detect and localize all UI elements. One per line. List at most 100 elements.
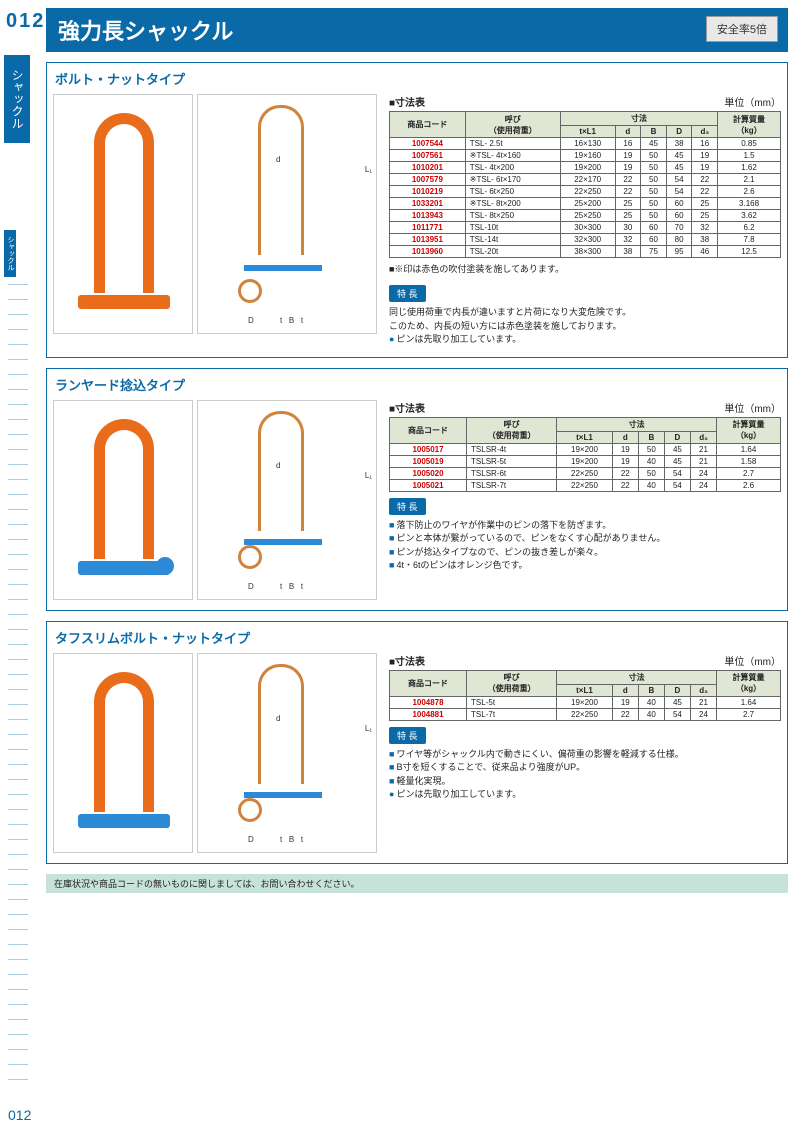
- cell-dim: 25: [692, 210, 718, 222]
- diagram-body: [258, 411, 304, 531]
- cell-dim: 21: [690, 696, 716, 708]
- cell-dim: 40: [638, 696, 664, 708]
- cell-dim: 25×250: [560, 210, 615, 222]
- product-photo: [53, 400, 193, 600]
- table-header-bar: ■寸法表単位（mm）: [389, 94, 781, 109]
- unit-label: 単位（mm）: [724, 653, 781, 668]
- th-name: 呼び （使用荷重）: [467, 670, 557, 696]
- spec-table: 商品コード呼び （使用荷重）寸法計算質量 （kg）t×L1dBDd₃100501…: [389, 417, 781, 492]
- th-sub: D: [664, 431, 690, 443]
- cell-dim: 40: [638, 708, 664, 720]
- cell-dim: 50: [641, 186, 667, 198]
- cell-dim: 54: [666, 186, 692, 198]
- cell-dim: 60: [641, 222, 667, 234]
- cell-weight: 1.64: [717, 443, 781, 455]
- th-sub: D: [664, 684, 690, 696]
- sidebar-ruler: [8, 270, 28, 1091]
- table-row: 1005020TSLSR-6t22×250225054242.7: [390, 467, 781, 479]
- th-code: 商品コード: [390, 112, 466, 138]
- product-photo: [53, 653, 193, 853]
- cell-code: 1013943: [390, 210, 466, 222]
- cell-name: TSL- 8t×250: [465, 210, 560, 222]
- section-title: ボルト・ナットタイプ: [53, 69, 781, 88]
- diagram-bottom: Dt B t: [238, 798, 322, 842]
- dim-label: D: [248, 316, 254, 325]
- table-row: 1011771TSL-10t30×300306070326.2: [390, 222, 781, 234]
- section-title: タフスリムボルト・ナットタイプ: [53, 628, 781, 647]
- table-row: 1010201TSL- 4t×20019×200195045191.62: [390, 162, 781, 174]
- section-title: ランヤード捻込タイプ: [53, 375, 781, 394]
- cell-dim: 50: [641, 150, 667, 162]
- cell-weight: 2.6: [717, 479, 781, 491]
- cell-dim: 19×200: [557, 455, 613, 467]
- diagram-ring-icon: [238, 545, 262, 569]
- cell-name: TSL-7t: [467, 708, 557, 720]
- cell-weight: 1.58: [717, 455, 781, 467]
- product-photo: [53, 94, 193, 334]
- cell-code: 1005017: [390, 443, 467, 455]
- cell-weight: 7.8: [718, 234, 781, 246]
- cell-weight: 1.64: [717, 696, 781, 708]
- cell-name: ※TSL- 4t×160: [465, 150, 560, 162]
- table-label: ■寸法表: [389, 653, 425, 668]
- product-section: タフスリムボルト・ナットタイプ L₁dDt B t ■寸法表 単位（mm） 商品コード呼…: [46, 621, 788, 864]
- table-row: 1007544TSL- 2.5t16×130164538160.85: [390, 138, 781, 150]
- cell-dim: 38: [692, 234, 718, 246]
- cell-weight: 3.168: [718, 198, 781, 210]
- table-row: 1007579※TSL- 6t×17022×170225054222.1: [390, 174, 781, 186]
- diagram-pin: [244, 265, 322, 271]
- shackle-body-icon: [94, 113, 154, 293]
- cell-dim: 50: [641, 162, 667, 174]
- th-sub: d₃: [690, 431, 716, 443]
- spec-area: ■寸法表単位（mm）商品コード呼び （使用荷重）寸法計算質量 （kg）t×L1d…: [389, 94, 781, 347]
- dimension-diagram: L₁dDt B t: [197, 653, 377, 853]
- dim-label: t B t: [280, 316, 303, 325]
- cell-dim: 19×200: [560, 162, 615, 174]
- product-images: L₁dDt B t: [53, 94, 383, 347]
- th-sub: t×L1: [560, 126, 615, 138]
- dim-label: d: [276, 461, 280, 470]
- th-sub: D: [666, 126, 692, 138]
- dim-label: t B t: [280, 582, 303, 591]
- unit-label: 単位（mm）: [724, 94, 781, 109]
- dim-label: D: [248, 835, 254, 844]
- cell-dim: 32: [615, 234, 641, 246]
- cell-dim: 54: [666, 174, 692, 186]
- diagram-ring-icon: [238, 279, 262, 303]
- diagram-body: [258, 664, 304, 784]
- cell-dim: 50: [638, 467, 664, 479]
- cell-code: 1010201: [390, 162, 466, 174]
- product-images: L₁dDt B t: [53, 653, 383, 853]
- cell-name: TSLSR-4t: [467, 443, 557, 455]
- th-sub: d₃: [692, 126, 718, 138]
- shackle-body-icon: [94, 672, 154, 812]
- unit-label: 単位（mm）: [724, 400, 781, 415]
- spec-table: 商品コード呼び （使用荷重）寸法計算質量 （kg）t×L1dBDd₃100487…: [389, 670, 781, 721]
- cell-code: 1004881: [390, 708, 467, 720]
- cell-dim: 22×250: [557, 467, 613, 479]
- cell-dim: 16: [692, 138, 718, 150]
- cell-dim: 45: [641, 138, 667, 150]
- th-sub: d: [612, 684, 638, 696]
- cell-dim: 25: [615, 210, 641, 222]
- feature-item: B寸を短くすることで、従来品より強度がUP。: [389, 761, 781, 775]
- th-code: 商品コード: [390, 417, 467, 443]
- cell-dim: 22: [615, 186, 641, 198]
- feature-item: ピンと本体が繋がっているので、ピンをなくす心配がありません。: [389, 532, 781, 546]
- cell-dim: 40: [638, 455, 664, 467]
- cell-dim: 19: [615, 162, 641, 174]
- dim-label: t B t: [280, 835, 303, 844]
- cell-dim: 16: [615, 138, 641, 150]
- table-row: 1004881TSL-7t22×250224054242.7: [390, 708, 781, 720]
- cell-name: TSL- 2.5t: [465, 138, 560, 150]
- feature-item: ピンが捻込タイプなので、ピンの抜き差しが楽々。: [389, 546, 781, 560]
- footer-note: 在庫状況や商品コードの無いものに関しましては、お問い合わせください。: [46, 874, 788, 893]
- cell-dim: 45: [664, 696, 690, 708]
- page-number-top: 012: [6, 10, 40, 33]
- th-sub: B: [638, 431, 664, 443]
- product-section: ランヤード捻込タイプL₁dDt B t■寸法表単位（mm）商品コード呼び （使用…: [46, 368, 788, 611]
- th-sub: B: [641, 126, 667, 138]
- cell-code: 1004878: [390, 696, 467, 708]
- shackle-pin-icon: [78, 295, 170, 309]
- cell-name: ※TSL- 8t×200: [465, 198, 560, 210]
